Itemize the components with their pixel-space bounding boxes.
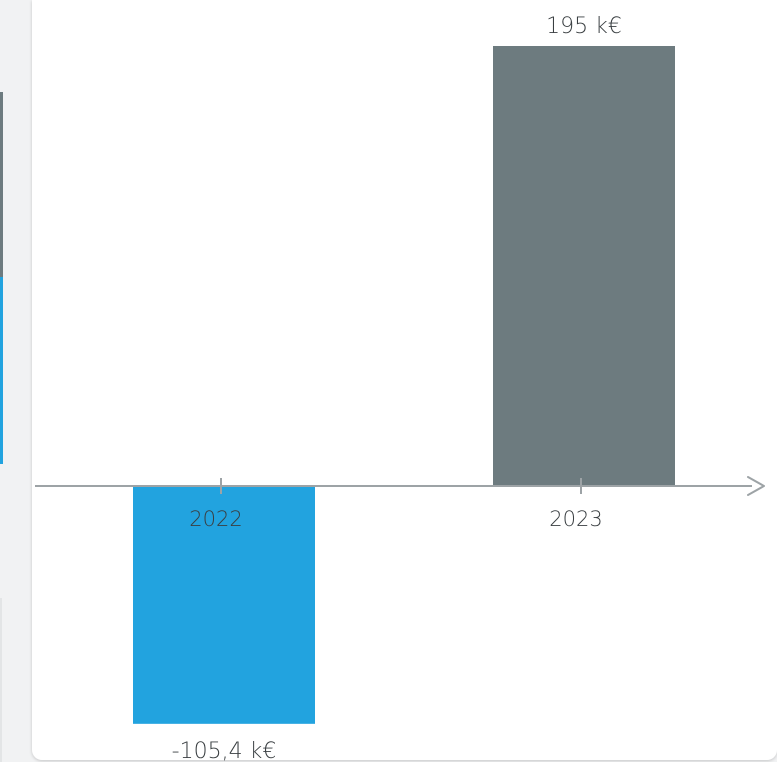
value-label-2023: 195 k€ (546, 14, 622, 39)
side-strip-blue (0, 277, 3, 464)
side-strip-light (0, 598, 2, 762)
labels-layer: -105,4 k€ 195 k€ 2022 2023 (172, 14, 622, 762)
bar-2022 (133, 486, 315, 724)
axis-layer (35, 476, 765, 496)
bar-2023 (493, 46, 675, 486)
x-axis-arrow-icon (747, 476, 765, 496)
bars-layer (133, 46, 675, 724)
value-label-2022: -105,4 k€ (172, 739, 277, 762)
side-strip-gray (0, 92, 3, 277)
x-tick-label-2023: 2023 (549, 507, 602, 531)
x-tick-label-2022: 2022 (189, 507, 242, 531)
